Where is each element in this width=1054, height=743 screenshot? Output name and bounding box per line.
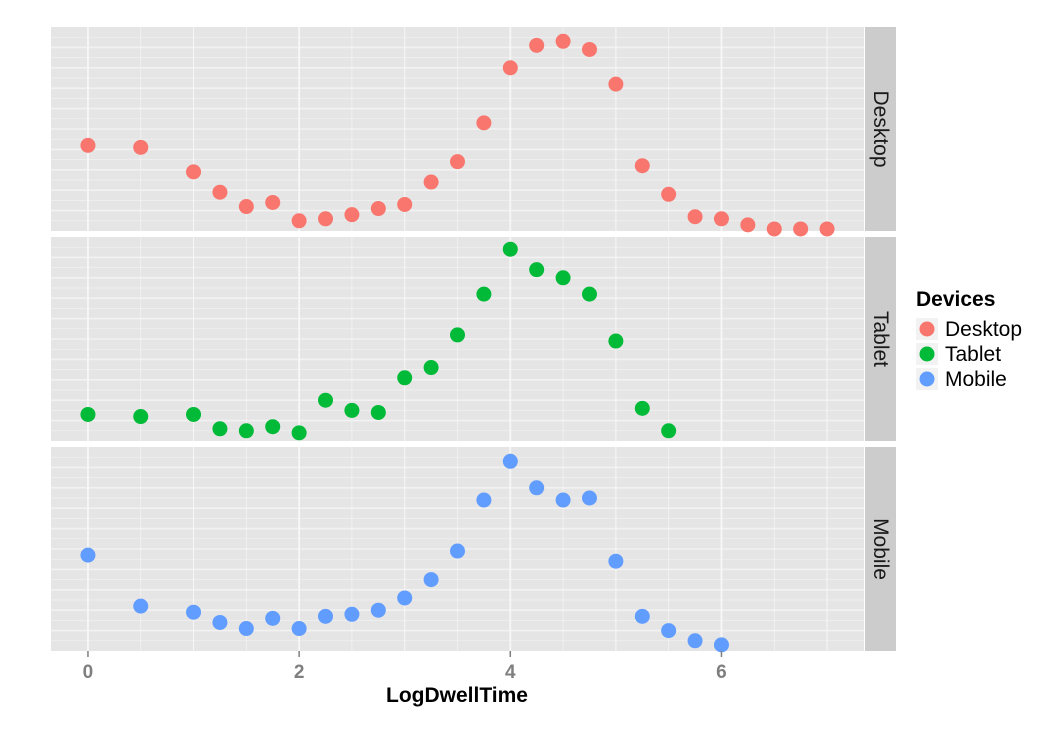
data-point-mobile <box>582 491 597 506</box>
data-point-desktop <box>476 115 491 130</box>
data-point-desktop <box>556 34 571 49</box>
legend-key-tablet <box>920 347 935 362</box>
x-axis-title: LogDwellTime <box>386 684 528 707</box>
data-point-desktop <box>186 164 201 179</box>
data-point-mobile <box>661 623 676 638</box>
data-point-desktop <box>582 42 597 57</box>
data-point-tablet <box>292 425 307 440</box>
data-point-mobile <box>503 454 518 469</box>
data-point-mobile <box>265 611 280 626</box>
data-point-desktop <box>424 175 439 190</box>
data-point-tablet <box>239 423 254 438</box>
data-point-desktop <box>80 138 95 153</box>
data-point-mobile <box>292 621 307 636</box>
data-point-desktop <box>371 201 386 216</box>
data-point-tablet <box>635 401 650 416</box>
data-point-mobile <box>371 603 386 618</box>
data-point-mobile <box>688 633 703 648</box>
x-tick-label: 0 <box>83 662 94 683</box>
data-point-desktop <box>265 195 280 210</box>
data-point-mobile <box>556 493 571 508</box>
data-point-tablet <box>344 403 359 418</box>
data-point-desktop <box>529 38 544 53</box>
data-point-tablet <box>186 407 201 422</box>
legend-label-tablet: Tablet <box>945 343 1001 366</box>
data-point-mobile <box>635 609 650 624</box>
data-point-tablet <box>608 334 623 349</box>
data-point-tablet <box>661 423 676 438</box>
data-point-desktop <box>503 60 518 75</box>
data-point-mobile <box>608 554 623 569</box>
data-point-desktop <box>714 211 729 226</box>
data-point-mobile <box>529 480 544 495</box>
data-point-desktop <box>239 199 254 214</box>
data-point-desktop <box>688 209 703 224</box>
legend-label-desktop: Desktop <box>945 318 1022 341</box>
data-point-tablet <box>529 262 544 277</box>
data-point-desktop <box>793 221 808 236</box>
data-point-tablet <box>371 405 386 420</box>
legend-key-desktop <box>920 322 935 337</box>
data-point-mobile <box>212 615 227 630</box>
data-point-tablet <box>133 409 148 424</box>
data-point-desktop <box>450 154 465 169</box>
data-point-desktop <box>608 77 623 92</box>
data-point-tablet <box>476 287 491 302</box>
data-point-desktop <box>133 140 148 155</box>
data-point-desktop <box>767 221 782 236</box>
x-tick-label: 4 <box>505 662 516 683</box>
facet-tablet: Tablet <box>51 237 896 441</box>
facet-mobile: Mobile <box>51 447 896 652</box>
data-point-mobile <box>450 544 465 559</box>
data-point-tablet <box>450 327 465 342</box>
x-tick-label: 2 <box>294 662 305 683</box>
data-point-tablet <box>397 370 412 385</box>
legend-label-mobile: Mobile <box>945 368 1007 391</box>
facet-strip-label: Tablet <box>869 311 892 367</box>
data-point-mobile <box>714 637 729 652</box>
data-point-tablet <box>265 419 280 434</box>
data-point-desktop <box>740 217 755 232</box>
data-point-tablet <box>424 360 439 375</box>
data-point-desktop <box>292 213 307 228</box>
data-point-mobile <box>476 493 491 508</box>
data-point-desktop <box>212 185 227 200</box>
data-point-mobile <box>80 548 95 563</box>
data-point-mobile <box>239 621 254 636</box>
data-point-mobile <box>424 572 439 587</box>
data-point-tablet <box>80 407 95 422</box>
data-point-desktop <box>820 221 835 236</box>
data-point-mobile <box>186 605 201 620</box>
data-point-tablet <box>212 421 227 436</box>
data-point-desktop <box>397 197 412 212</box>
data-point-desktop <box>318 211 333 226</box>
x-tick-label: 6 <box>716 662 727 683</box>
data-point-tablet <box>556 270 571 285</box>
data-point-mobile <box>344 607 359 622</box>
legend-key-mobile <box>920 372 935 387</box>
data-point-desktop <box>344 207 359 222</box>
facet-strip-label: Desktop <box>869 90 892 167</box>
facet-panels: Desktop Tablet Mobile <box>51 27 896 652</box>
facet-desktop: Desktop <box>51 27 896 236</box>
data-point-desktop <box>635 158 650 173</box>
legend-title: Devices <box>916 288 995 311</box>
data-point-tablet <box>503 242 518 257</box>
data-point-tablet <box>318 393 333 408</box>
x-axis: 0 2 4 6 <box>83 651 727 683</box>
data-point-mobile <box>397 590 412 605</box>
data-point-desktop <box>661 187 676 202</box>
data-point-mobile <box>318 609 333 624</box>
facet-strip-label: Mobile <box>869 518 892 580</box>
data-point-mobile <box>133 599 148 614</box>
data-point-tablet <box>582 287 597 302</box>
